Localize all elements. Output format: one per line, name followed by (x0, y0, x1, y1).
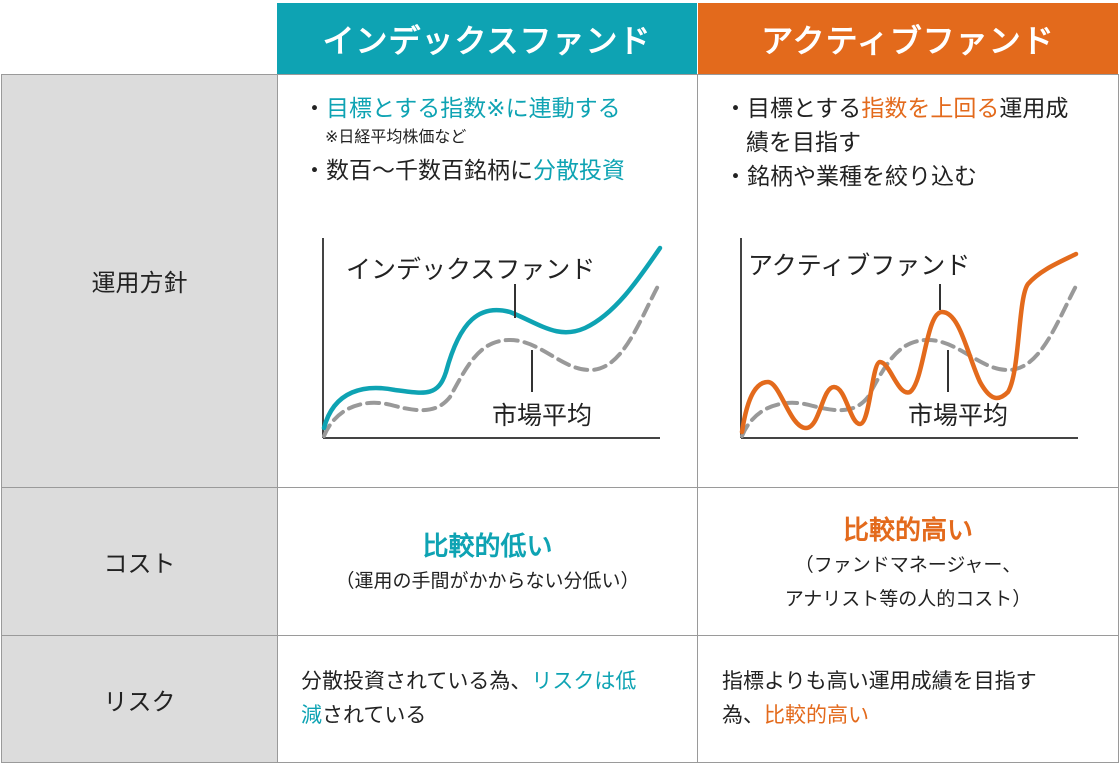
risk-index-highlight2: 減 (301, 703, 322, 727)
risk-active-line1: 指標よりも高い運用成績を目指す (722, 669, 1037, 693)
row-header-risk: リスク (2, 636, 277, 762)
cost-index-sub: （運用の手間がかからない分低い） (335, 570, 640, 592)
grid-line-row2 (1, 635, 1119, 636)
cost-active-sub2: アナリスト等の人的コスト） (784, 588, 1032, 610)
index-market-average-line (322, 284, 660, 438)
grid-line-bottom (1, 762, 1119, 763)
active-chart-market-label: 市場平均 (908, 401, 1008, 430)
header-active-fund-label: アクティブファンド (761, 21, 1055, 60)
policy-active-bullet2: ・銘柄や業種を絞り込む (724, 164, 977, 190)
header-active-fund: アクティブファンド (698, 3, 1118, 74)
risk-index-rest: されている (322, 703, 427, 727)
policy-active-bullet1: ・目標とする指数を上回る運用成 (724, 92, 1109, 126)
index-chart-fund-label: インデックスファンド (346, 255, 595, 284)
active-market-average-line (740, 284, 1078, 438)
policy-active-bullet1-line2: 績を目指す (746, 130, 861, 156)
active-fund-chart: アクティブファンド 市場平均 (739, 238, 1079, 439)
cost-active-main: 比較的高い (842, 516, 973, 546)
risk-active-text: 指標よりも高い運用成績を目指す 為、比較的高い (722, 664, 1112, 732)
row-header-cost-label: コスト (103, 550, 176, 578)
risk-active-highlight: 比較的高い (764, 703, 869, 727)
risk-index-text: 分散投資されている為、リスクは低減されている (301, 664, 691, 732)
index-fund-line (321, 245, 663, 431)
policy-index-bullet2: ・数百〜千数百銘柄に分散投資 (303, 154, 688, 188)
policy-active-highlight1: 指数を上回る (861, 96, 1000, 122)
active-fund-line (739, 251, 1079, 435)
index-chart-market-label: 市場平均 (492, 401, 592, 430)
grid-line-left (1, 74, 2, 763)
header-index-fund-label: インデックスファンド (322, 21, 652, 60)
policy-active-bullet1-rest: 運用成 (999, 96, 1069, 122)
header-index-fund: インデックスファンド (277, 3, 697, 74)
active-chart-fund-label: アクティブファンド (748, 251, 970, 280)
row-header-policy-label: 運用方針 (91, 269, 188, 297)
bullet-mark: ・ (303, 96, 326, 122)
grid-line-col1 (277, 74, 278, 763)
cost-active-sub1: （ファンドマネージャー、 (794, 554, 1022, 576)
grid-line-row1 (1, 487, 1119, 488)
risk-index-plain: 分散投資されている為、 (301, 669, 532, 693)
policy-active-bullet1-text: ・目標とする (724, 96, 862, 122)
policy-index-note: ※日経平均株価など (325, 127, 467, 146)
policy-index-text: ・目標とする指数※に連動する ※日経平均株価など ・数百〜千数百銘柄に分散投資 (303, 92, 688, 188)
index-fund-chart: インデックスファンド 市場平均 (321, 238, 663, 439)
policy-active-text: ・目標とする指数を上回る運用成 績を目指す ・銘柄や業種を絞り込む (724, 92, 1109, 194)
grid-line-right (1118, 74, 1119, 763)
row-header-cost: コスト (2, 488, 277, 635)
policy-index-highlight1: 目標とする指数※に連動する (326, 96, 621, 122)
risk-active-line2: 為、 (722, 703, 764, 727)
policy-index-highlight2: 分散投資 (533, 158, 625, 184)
policy-index-bullet1: ・目標とする指数※に連動する (303, 92, 688, 126)
grid-line-top (1, 74, 1119, 75)
cost-index-main: 比較的低い (422, 532, 553, 562)
row-header-risk-label: リスク (103, 687, 176, 716)
policy-index-bullet2-text: ・数百〜千数百銘柄に (303, 158, 533, 184)
row-header-policy: 運用方針 (2, 74, 277, 487)
risk-index-highlight1: リスクは低 (531, 669, 637, 693)
grid-line-col2b (697, 74, 698, 763)
